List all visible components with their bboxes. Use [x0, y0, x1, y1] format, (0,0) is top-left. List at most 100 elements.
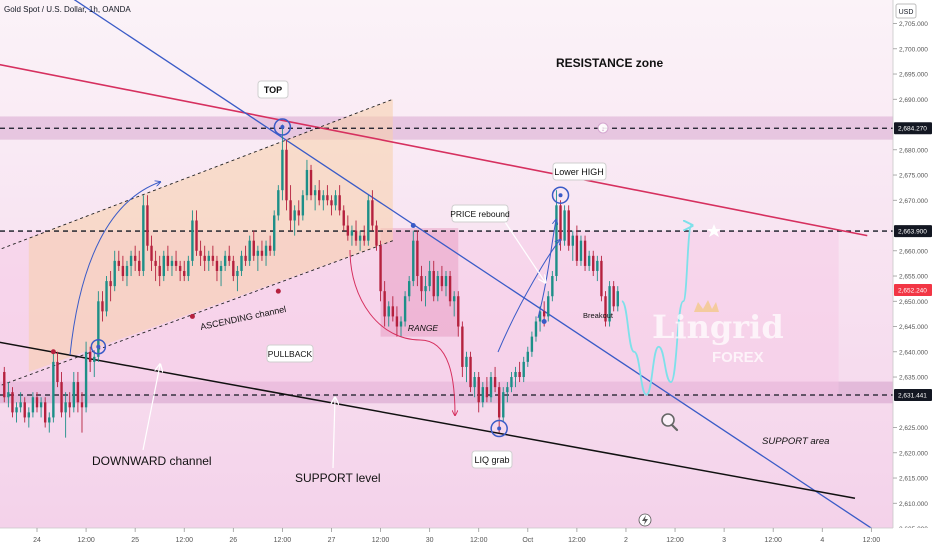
price-tick-label: 2,705.000 [899, 21, 928, 28]
time-tick-label: 26 [229, 537, 237, 544]
candle-body [412, 240, 415, 282]
price-tag-label: 2,684.270 [898, 126, 927, 133]
candle-body [432, 270, 435, 297]
candle [7, 382, 10, 408]
lightning-icon[interactable] [638, 513, 652, 527]
candle [93, 351, 96, 378]
candle [60, 371, 63, 418]
price-tick-label: 2,700.000 [899, 46, 928, 53]
time-tick-label: 4 [820, 537, 824, 544]
candle-body [322, 195, 325, 201]
candle [80, 392, 84, 433]
candle-body [452, 296, 456, 302]
price-tick-label: 2,675.000 [899, 173, 928, 180]
candle [309, 164, 313, 201]
candlestick-series [3, 124, 619, 438]
candle-body [39, 402, 43, 408]
candle [579, 235, 583, 266]
candle-body [56, 361, 59, 383]
candle [608, 281, 611, 327]
candle [420, 265, 423, 302]
candle-body [11, 392, 14, 413]
price-axis[interactable]: 2,705.000 2,700.000 2,695.000 2,690.000 2,68… [892, 0, 932, 550]
candle-body [461, 326, 464, 367]
candle-body [72, 382, 76, 408]
candle [612, 281, 615, 312]
candle-body [170, 260, 174, 266]
candle-body [166, 255, 170, 266]
candle-body [268, 245, 272, 251]
time-axis[interactable]: 24 12:00 25 12:00 26 12:00 27 12:00 30 12:00 Oct 12… [0, 527, 932, 550]
candle-body [228, 255, 231, 261]
downtrend-line [73, 0, 880, 535]
price-tick-label: 2,650.000 [899, 299, 928, 306]
candle-body [178, 265, 182, 271]
candle [416, 230, 419, 287]
candle [76, 371, 80, 413]
candle-body [146, 205, 149, 246]
candle [228, 245, 231, 266]
candle [563, 205, 566, 246]
candle [109, 270, 112, 302]
candle [35, 392, 39, 413]
price-tick-label: 2,645.000 [899, 324, 928, 331]
candle-body [80, 402, 84, 408]
lower-high-marker [551, 186, 570, 204]
candle [15, 402, 18, 423]
candle-body [142, 205, 145, 271]
candle-body [567, 210, 570, 246]
candle-body [52, 361, 55, 418]
candle [187, 255, 190, 282]
candle-body [174, 260, 178, 266]
candle-body [489, 377, 493, 398]
currency-button[interactable]: USD [895, 3, 917, 19]
price-rebound-label: PRICE rebound [450, 209, 510, 219]
candle [101, 291, 104, 322]
candle [616, 286, 619, 312]
candle [522, 356, 525, 383]
candle [363, 225, 366, 246]
candle-body [326, 195, 329, 201]
candle-body [592, 255, 595, 271]
candle-body [93, 356, 96, 362]
info-icon[interactable]: ↓ [597, 122, 609, 134]
candle-body [133, 255, 137, 261]
support-trendline [0, 341, 856, 499]
candle [387, 301, 390, 327]
lower-high-label-box: Lower HIGH [552, 162, 607, 181]
top-label: TOP [264, 85, 282, 95]
candle [432, 260, 435, 302]
candle [469, 351, 472, 393]
breakout-label: Breakout [583, 311, 614, 320]
candle-body [150, 245, 153, 261]
candle-body [183, 270, 186, 277]
candle-body [88, 351, 92, 362]
time-tick-label: 27 [328, 537, 336, 544]
candle-body [31, 397, 35, 413]
candle [268, 235, 272, 256]
lower-high-label: Lower HIGH [554, 167, 604, 177]
price-tag-label: 2,631.441 [898, 393, 927, 400]
candle [150, 235, 153, 271]
candle [506, 382, 509, 403]
candle-body [252, 240, 255, 256]
candle-body [506, 387, 509, 393]
candle [289, 185, 292, 231]
candle-body [559, 205, 562, 241]
breakout-marker [90, 338, 107, 355]
candle-body [19, 402, 22, 408]
candle [64, 392, 67, 438]
candle [383, 281, 386, 327]
candle-body [187, 260, 190, 277]
candle-body [289, 200, 292, 221]
candle-body [538, 311, 542, 322]
candle-body [399, 321, 403, 327]
candle [117, 250, 120, 271]
price-tick-label: 2,620.000 [899, 450, 928, 457]
candle-body [534, 321, 538, 337]
time-tick-label: 12:00 [77, 537, 95, 544]
candle-body [363, 235, 366, 241]
pivot-dot [275, 288, 281, 294]
